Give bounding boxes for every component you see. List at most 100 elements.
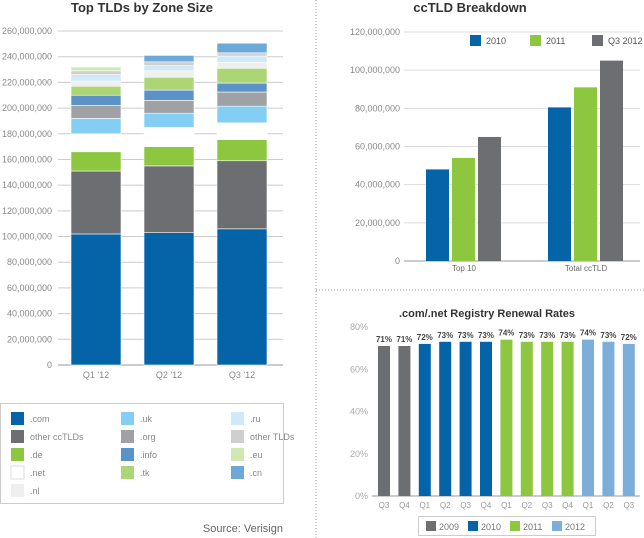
x-tick-label: Q2 '12 [156, 370, 182, 380]
bar-segment-info [70, 94, 122, 106]
bar-segment-tk [216, 67, 268, 84]
legend-swatch [11, 484, 24, 497]
bar-segment-net [70, 133, 122, 153]
legend-swatch [231, 430, 244, 443]
bar-segment-ru [216, 55, 268, 63]
y-tick-label: 60% [350, 364, 368, 374]
legend-swatch [231, 412, 244, 425]
legend-swatch [11, 430, 24, 443]
legend-box [0, 403, 284, 504]
bar-segment-uk [216, 105, 268, 124]
bar-2011 [574, 87, 597, 261]
legend-label: .info [140, 450, 157, 460]
bar-segment-tk [143, 76, 195, 91]
y-tick-label: 20,000,000 [355, 218, 400, 228]
legend-label: .tk [140, 468, 150, 478]
data-label: 74% [580, 329, 596, 338]
bar-segment-de [143, 146, 195, 167]
y-tick-label: 140,000,000 [2, 180, 52, 190]
legend-swatch [10, 465, 25, 480]
y-tick-label: 200,000,000 [2, 103, 52, 113]
bar-segment-otherccTLDs [216, 160, 268, 230]
data-label: 72% [621, 333, 637, 342]
legend-label: .nl [30, 486, 40, 496]
x-tick-label: Q3 '12 [229, 370, 255, 380]
y-tick-label: 80,000,000 [7, 257, 52, 267]
legend-label: .com [30, 414, 50, 424]
legend-label: Q3 2012 [608, 36, 643, 46]
x-tick-label: Q1 [501, 501, 512, 510]
legend-swatch [121, 466, 134, 479]
y-tick-label: 120,000,000 [2, 206, 52, 216]
bar-Q32012 [478, 136, 501, 261]
bar-segment-ru [70, 74, 122, 82]
x-tick-label: Top 10 [452, 264, 477, 273]
bar-2010 [548, 107, 571, 261]
legend-label: 2011 [546, 36, 565, 46]
y-tick-label: 80,000,000 [355, 103, 400, 113]
bar-segment-org [70, 105, 122, 119]
data-label: 73% [600, 331, 616, 340]
data-label: 73% [539, 331, 555, 340]
bar-segment-info [143, 89, 195, 101]
x-tick-label: Q3 [542, 501, 553, 510]
bar-renewal-2012 [582, 339, 594, 496]
legend-label: 2010 [481, 522, 501, 532]
bar-segment-org [216, 91, 268, 107]
x-tick-label: Q4 [481, 501, 492, 510]
y-tick-label: 180,000,000 [2, 129, 52, 139]
bar-segment-otherccTLDs [70, 170, 122, 235]
legend-swatch [510, 521, 520, 531]
y-tick-label: 20% [350, 449, 368, 459]
bar-renewal-2011 [541, 341, 554, 496]
y-tick-label: 80% [350, 322, 368, 332]
x-tick-label: Q2 [603, 501, 614, 510]
legend-swatch [530, 35, 541, 46]
bar-segment-cn [143, 55, 195, 63]
legend-label: other TLDs [250, 432, 295, 442]
bar-segment-ru [143, 65, 195, 72]
chart-title: .com/.net Registry Renewal Rates [399, 308, 575, 320]
data-label: 73% [519, 331, 535, 340]
legend-swatch [11, 412, 24, 425]
bar-renewal-2012 [622, 343, 635, 496]
bar-segment-nl [143, 70, 195, 78]
y-tick-label: 220,000,000 [2, 77, 52, 87]
legend-label: 2010 [486, 36, 506, 46]
y-tick-label: 120,000,000 [350, 27, 400, 37]
bar-segment-nl [70, 80, 122, 87]
y-tick-label: 100,000,000 [2, 232, 52, 242]
legend-label: .cn [250, 468, 262, 478]
legend-swatch [470, 35, 481, 46]
x-tick-label: Q4 [399, 501, 410, 510]
bar-segment-com [70, 233, 122, 366]
bar-renewal-2011 [520, 341, 533, 496]
bar-renewal-2009 [398, 346, 411, 496]
legend-label: .de [30, 450, 43, 460]
y-tick-label: 40,000,000 [355, 180, 400, 190]
x-tick-label: Q1 [419, 501, 430, 510]
bar-segment-otherTLDs [216, 52, 268, 57]
bar-segment-uk [70, 118, 122, 135]
x-tick-label: Q3 [379, 501, 390, 510]
bar-renewal-2010 [439, 341, 452, 496]
bar-segment-tk [70, 85, 122, 96]
bar-segment-info [216, 82, 268, 93]
bar-segment-com [216, 228, 268, 366]
bar-segment-de [70, 151, 122, 172]
legend-label: 2012 [565, 522, 585, 532]
chart-title: Top TLDs by Zone Size [71, 0, 213, 15]
bar-2011 [452, 157, 475, 261]
legend-swatch [468, 521, 478, 531]
bar-Q32012 [600, 60, 623, 261]
x-tick-label: Q3 [623, 501, 634, 510]
legend-swatch [231, 466, 244, 479]
x-tick-label: Q2 [440, 501, 451, 510]
data-label: 74% [498, 329, 514, 338]
bar-renewal-2009 [378, 346, 390, 496]
y-tick-label: 60,000,000 [7, 283, 52, 293]
bar-segment-de [216, 139, 268, 162]
y-tick-label: 20,000,000 [7, 334, 52, 344]
chart-title: ccTLD Breakdown [413, 0, 526, 15]
